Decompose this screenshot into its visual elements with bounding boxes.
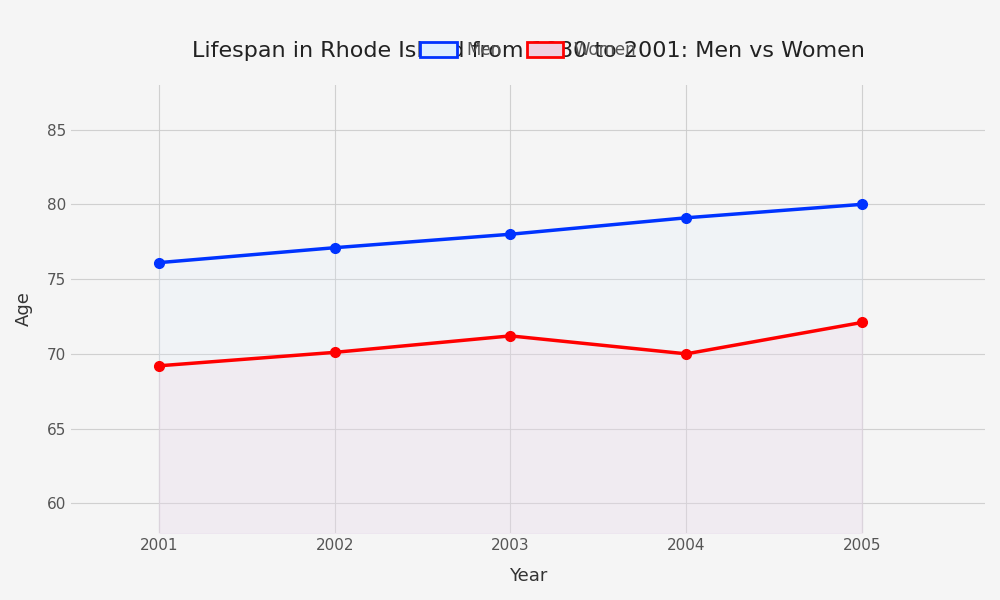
Title: Lifespan in Rhode Island from 1980 to 2001: Men vs Women: Lifespan in Rhode Island from 1980 to 20… <box>192 41 864 61</box>
Y-axis label: Age: Age <box>15 292 33 326</box>
Legend: Men, Women: Men, Women <box>413 35 643 66</box>
X-axis label: Year: Year <box>509 567 547 585</box>
